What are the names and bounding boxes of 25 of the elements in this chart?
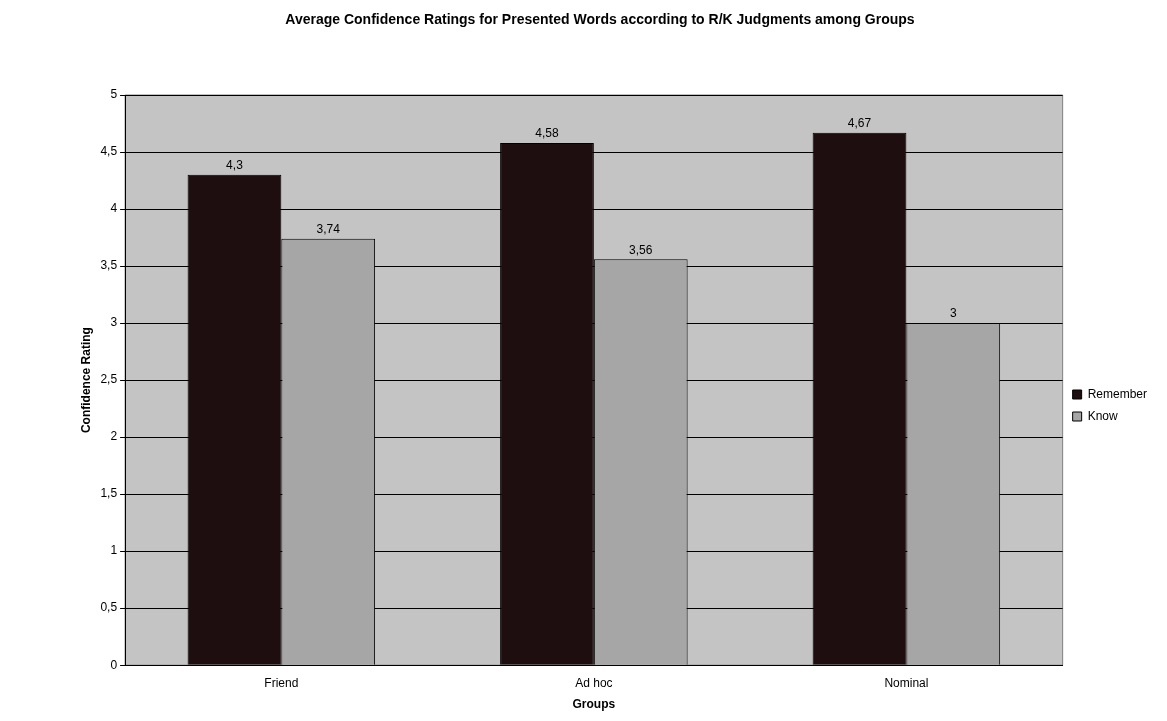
y-tick-label: 0,5	[100, 600, 118, 615]
x-tick-label: Nominal	[884, 675, 929, 690]
y-tick-label: 2	[110, 429, 118, 444]
data-label: 4,58	[535, 126, 559, 141]
x-axis-title: Groups	[572, 697, 616, 712]
data-label: 4,3	[226, 158, 244, 173]
x-tick-label: Friend	[264, 675, 299, 690]
data-label: 4,67	[847, 115, 872, 130]
x-tick-label: Ad hoc	[575, 675, 613, 690]
y-tick-label: 4	[110, 201, 118, 216]
y-tick-label: 2,5	[100, 372, 118, 387]
y-tick-label: 3,5	[100, 258, 118, 273]
chart-title: Average Confidence Ratings for Presented Words according to R/K Judgments among Groups	[284, 10, 916, 28]
y-tick-label: 1	[110, 543, 118, 558]
data-label: 3,74	[316, 222, 341, 236]
legend-label: Know	[1087, 408, 1118, 423]
data-label: 3,56	[629, 242, 653, 257]
y-tick-label: 3	[110, 315, 118, 330]
y-tick-label: 5	[110, 87, 118, 102]
y-tick-label: 1,5	[100, 486, 118, 501]
legend-label: Remember	[1087, 386, 1148, 401]
y-tick-label: 4,5	[100, 144, 118, 159]
y-axis-title: Confidence Rating	[78, 327, 93, 434]
y-tick-label: 0	[110, 657, 118, 672]
data-label: 3	[949, 306, 957, 321]
